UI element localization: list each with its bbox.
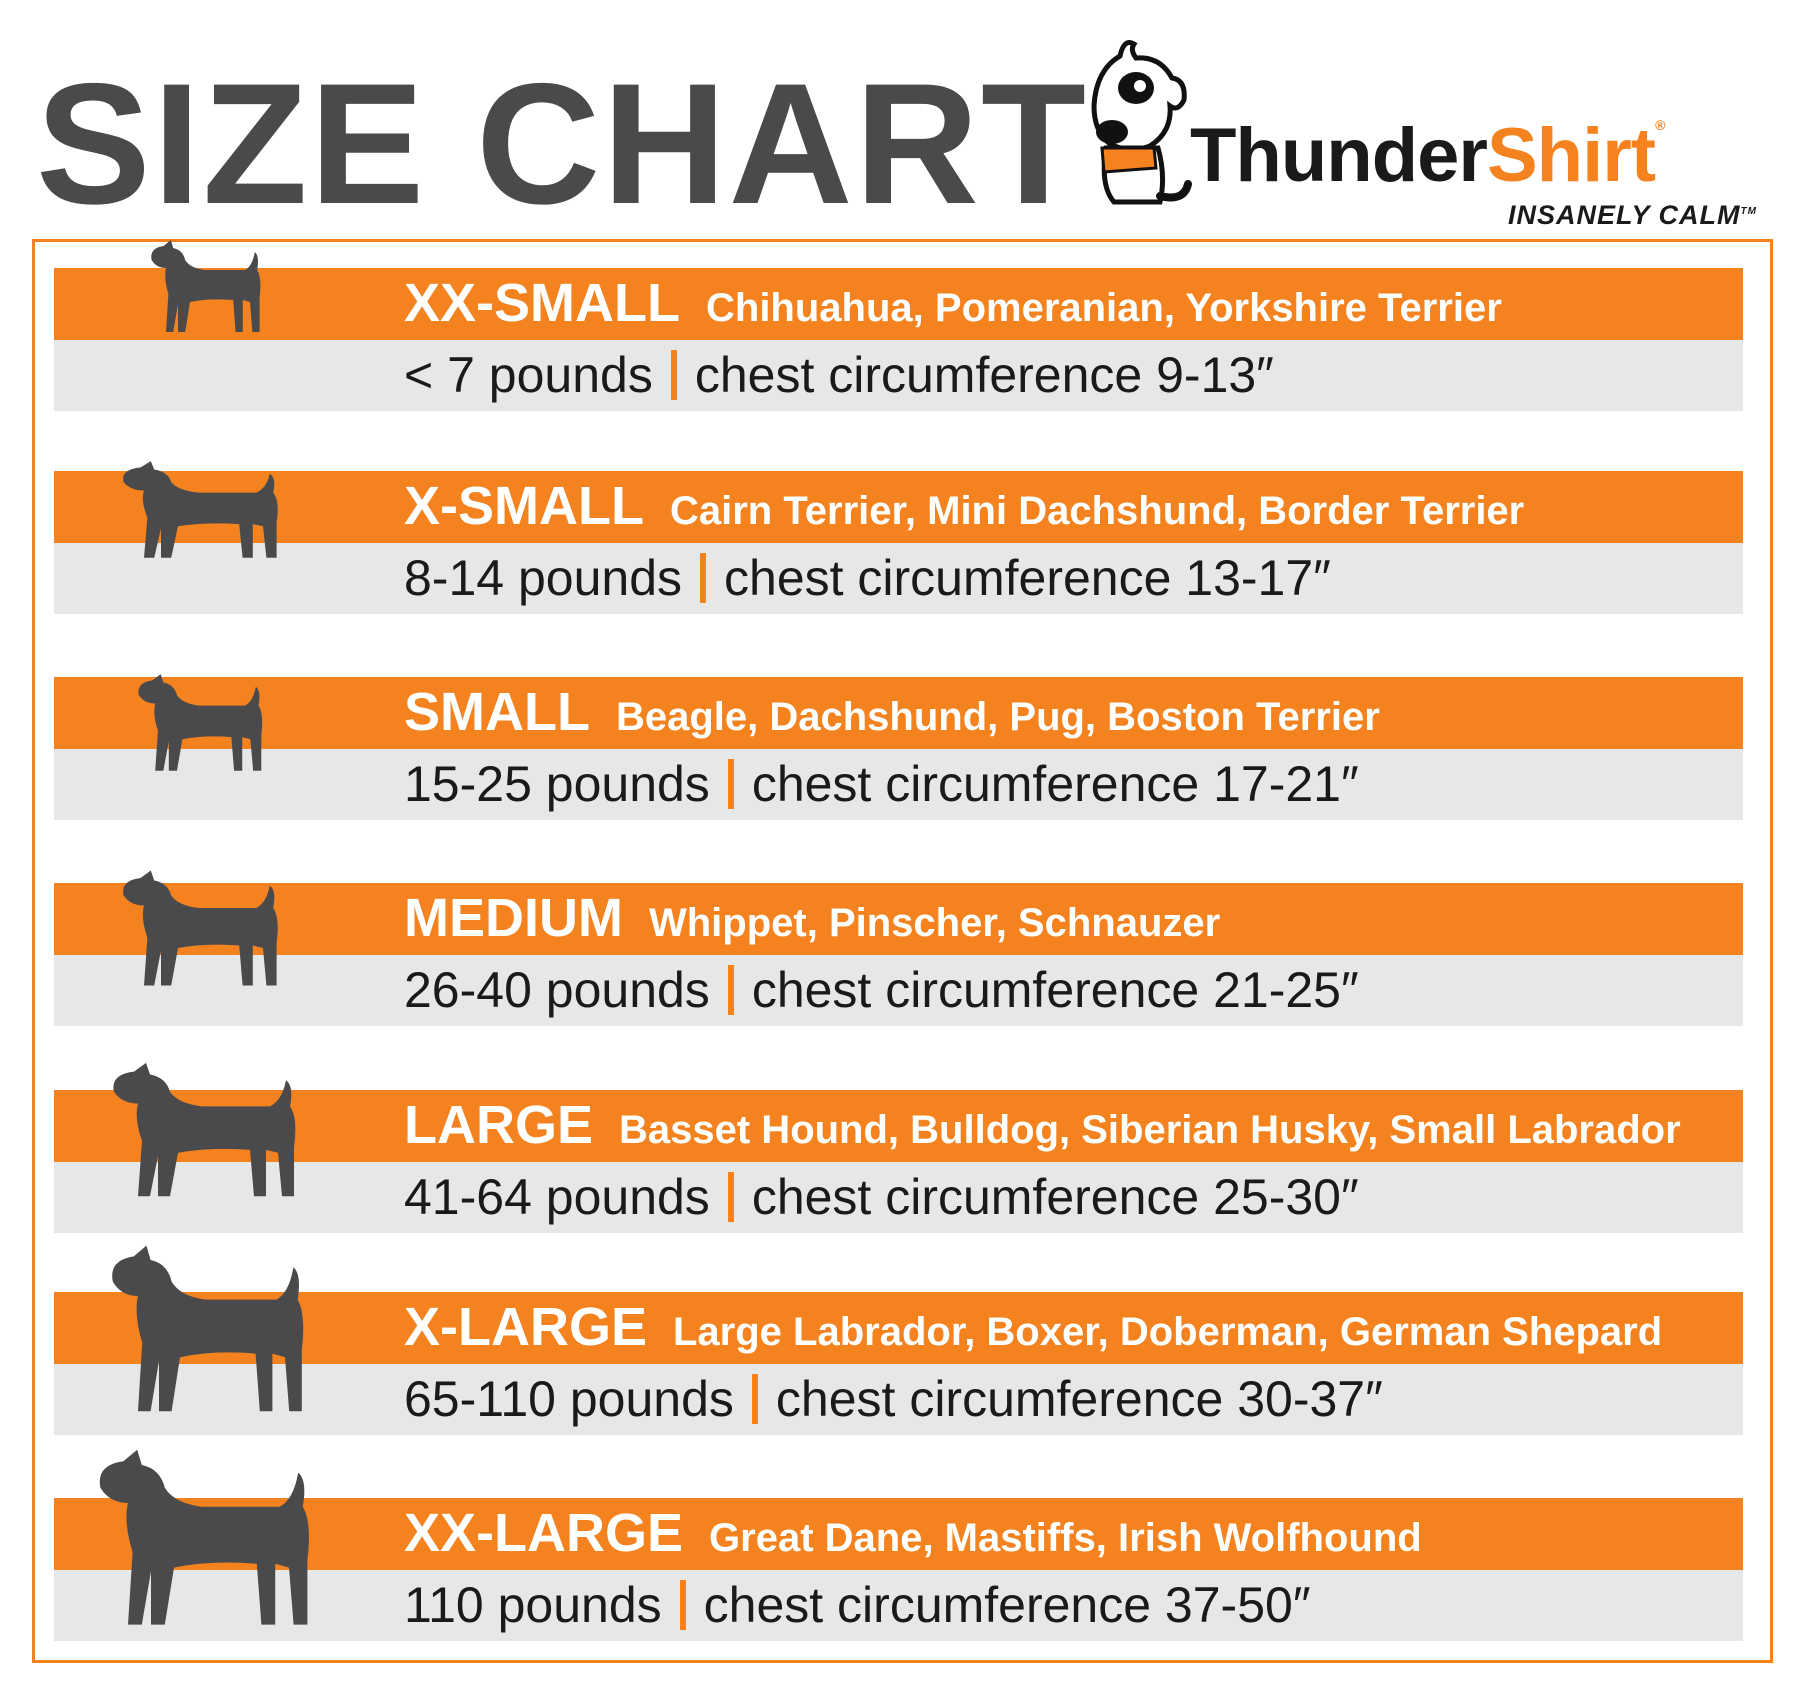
page-title: SIZE CHART <box>36 48 1088 240</box>
weight-range: 8-14 pounds <box>404 550 683 606</box>
size-chart-frame <box>32 239 1773 1663</box>
size-label: XX-SMALL <box>404 273 680 333</box>
weight-range: 110 pounds <box>404 1577 662 1633</box>
breed-list: Basset Hound, Bulldog, Siberian Husky, S… <box>619 1108 1681 1152</box>
size-band <box>54 1498 1743 1570</box>
separator-bar <box>727 965 734 1015</box>
separator-bar <box>727 1172 734 1222</box>
boxer-silhouette-icon <box>112 1245 304 1412</box>
weight-range: < 7 pounds <box>404 347 653 403</box>
cartoon-dog-logo-icon <box>1091 40 1192 205</box>
size-heading: MEDIUM Whippet, Pinscher, Schnauzer <box>404 891 1220 945</box>
size-heading: X-SMALL Cairn Terrier, Mini Dachshund, Bo… <box>404 479 1524 533</box>
brand-tagline: INSANELY CALMTM <box>1508 200 1757 231</box>
size-label: LARGE <box>404 1095 593 1155</box>
size-row-x-small: X-SMALL Cairn Terrier, Mini Dachshund, Bo… <box>54 461 1743 614</box>
size-band <box>54 1292 1743 1364</box>
breed-list: Beagle, Dachshund, Pug, Boston Terrier <box>615 695 1380 739</box>
size-band <box>54 883 1743 955</box>
breed-list: Cairn Terrier, Mini Dachshund, Border Te… <box>669 489 1525 533</box>
chest-circumference: chest circumference 30-37″ <box>775 1371 1383 1427</box>
size-row-medium: MEDIUM Whippet, Pinscher, Schnauzer 26-40… <box>54 870 1743 1026</box>
terrier-silhouette-icon <box>123 870 278 986</box>
size-band <box>54 471 1743 543</box>
size-row-large: LARGE Basset Hound, Bulldog, Siberian Hus… <box>54 1062 1743 1233</box>
size-heading: X-LARGE Large Labrador, Boxer, Doberman, … <box>404 1300 1662 1354</box>
separator-bar <box>751 1374 758 1424</box>
separator-bar <box>670 350 677 400</box>
size-heading: XX-SMALL Chihuahua, Pomeranian, Yorkshire… <box>404 276 1502 330</box>
dachshund-silhouette-icon <box>123 461 278 558</box>
chest-circumference: chest circumference 9-13″ <box>694 347 1274 403</box>
registered-mark: ® <box>1655 117 1665 133</box>
breed-list: Chihuahua, Pomeranian, Yorkshire Terrier <box>706 286 1502 330</box>
thundershirt-logo: ThunderShirt® INSANELY CALMTM <box>1080 36 1780 236</box>
chest-circumference: chest circumference 37-50″ <box>703 1577 1311 1633</box>
size-measurements: 65-110 pounds chest circumference 30-37″ <box>404 1372 1383 1427</box>
size-measurements: < 7 pounds chest circumference 9-13″ <box>404 348 1274 403</box>
hound-silhouette-icon <box>113 1062 296 1197</box>
size-heading: LARGE Basset Hound, Bulldog, Siberian Hus… <box>404 1098 1681 1152</box>
separator-bar <box>679 1580 686 1630</box>
chest-circumference: chest circumference 13-17″ <box>724 550 1331 606</box>
chest-circumference: chest circumference 25-30″ <box>751 1169 1359 1225</box>
size-measurements: 8-14 pounds chest circumference 13-17″ <box>404 551 1331 606</box>
breed-list: Large Labrador, Boxer, Doberman, German … <box>673 1310 1663 1354</box>
chest-circumference: chest circumference 17-21″ <box>751 756 1359 812</box>
weight-range: 15-25 pounds <box>404 756 710 812</box>
weight-range: 65-110 pounds <box>404 1371 734 1427</box>
measurement-band <box>54 749 1743 820</box>
size-row-xx-large: XX-LARGE Great Dane, Mastiffs, Irish Wolf… <box>54 1449 1743 1641</box>
size-row-x-large: X-LARGE Large Labrador, Boxer, Doberman, … <box>54 1245 1743 1435</box>
brand-name-thunder: Thunder <box>1190 113 1488 198</box>
measurement-band <box>54 1364 1743 1435</box>
measurement-band <box>54 1162 1743 1233</box>
size-band <box>54 677 1743 749</box>
size-label: X-LARGE <box>404 1297 647 1357</box>
size-measurements: 110 pounds chest circumference 37-50″ <box>404 1578 1311 1633</box>
trademark-mark: TM <box>1740 206 1757 217</box>
pug-silhouette-icon <box>138 674 263 771</box>
chest-circumference: chest circumference 21-25″ <box>751 962 1359 1018</box>
size-band <box>54 1090 1743 1162</box>
chihuahua-silhouette-icon <box>151 240 261 332</box>
measurement-band <box>54 1570 1743 1641</box>
brand-wordmark: ThunderShirt® <box>1190 117 1665 194</box>
size-measurements: 15-25 pounds chest circumference 17-21″ <box>404 757 1359 812</box>
size-label: SMALL <box>404 682 590 742</box>
size-measurements: 26-40 pounds chest circumference 21-25″ <box>404 963 1359 1018</box>
weight-range: 41-64 pounds <box>404 1169 710 1225</box>
size-label: XX-LARGE <box>404 1503 684 1563</box>
size-measurements: 41-64 pounds chest circumference 25-30″ <box>404 1170 1359 1225</box>
size-row-xx-small: XX-SMALL Chihuahua, Pomeranian, Yorkshire… <box>54 240 1743 411</box>
size-heading: SMALL Beagle, Dachshund, Pug, Boston Terr… <box>404 685 1380 739</box>
mastiff-silhouette-icon <box>99 1449 309 1625</box>
breed-list: Great Dane, Mastiffs, Irish Wolfhound <box>709 1516 1422 1560</box>
size-row-small: SMALL Beagle, Dachshund, Pug, Boston Terr… <box>54 674 1743 820</box>
size-label: X-SMALL <box>404 476 644 536</box>
measurement-band <box>54 955 1743 1026</box>
measurement-band <box>54 340 1743 411</box>
size-band <box>54 268 1743 340</box>
tagline-text: INSANELY CALM <box>1508 200 1741 230</box>
separator-bar <box>727 759 734 809</box>
size-label: MEDIUM <box>404 888 623 948</box>
breed-list: Whippet, Pinscher, Schnauzer <box>648 901 1221 945</box>
weight-range: 26-40 pounds <box>404 962 710 1018</box>
brand-name-shirt: Shirt <box>1486 113 1656 198</box>
size-heading: XX-LARGE Great Dane, Mastiffs, Irish Wolf… <box>404 1506 1422 1560</box>
separator-bar <box>700 553 707 603</box>
measurement-band <box>54 543 1743 614</box>
